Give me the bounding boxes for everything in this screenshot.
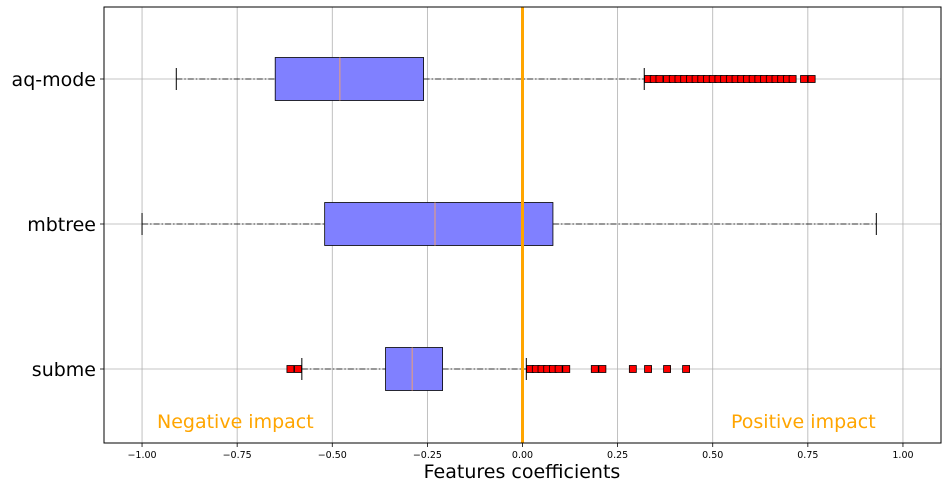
x-tick-label: 0.00 xyxy=(512,450,533,461)
outlier-point xyxy=(655,75,664,83)
plot-frame xyxy=(103,6,942,444)
outlier-point xyxy=(800,75,808,83)
outlier-point xyxy=(294,365,302,373)
category-label-aq-mode: aq-mode xyxy=(12,69,96,91)
boxplot-aq-mode xyxy=(175,57,816,101)
box-aq-mode xyxy=(274,57,424,101)
x-tick-label: 0.25 xyxy=(607,450,628,461)
x-tick-label: −0.25 xyxy=(413,450,442,461)
outlier-point xyxy=(590,365,599,373)
box-mbtree xyxy=(324,202,554,246)
positive-impact-label: Positive impact xyxy=(731,411,876,433)
outlier-point xyxy=(682,365,690,373)
outlier-point xyxy=(644,365,652,373)
outlier-point xyxy=(554,365,563,373)
x-tick-label: −0.50 xyxy=(318,450,347,461)
x-axis-title: Features coefficients xyxy=(424,461,621,483)
boxplot-subme xyxy=(286,347,690,391)
category-label-subme: subme xyxy=(32,359,96,381)
category-label-mbtree: mbtree xyxy=(27,214,96,236)
box-subme xyxy=(385,347,444,391)
negative-impact-label: Negative impact xyxy=(157,411,314,433)
boxplot-mbtree xyxy=(141,202,877,246)
outlier-point xyxy=(598,365,607,373)
y-axis-categories: aq-mode mbtree subme xyxy=(12,69,104,381)
x-tick-label: −0.75 xyxy=(223,450,252,461)
outlier-point xyxy=(286,365,295,373)
x-tick-label: 1.00 xyxy=(892,450,913,461)
x-axis: −1.00 −0.75 −0.50 −0.25 0.00 0.25 0.50 0.75 1.00 xyxy=(127,443,914,461)
x-tick-label: 0.75 xyxy=(797,450,818,461)
outlier-point xyxy=(788,75,797,83)
outlier-point xyxy=(628,365,637,373)
outlier-point xyxy=(663,365,671,373)
outlier-point xyxy=(562,365,571,373)
outlier-point xyxy=(807,75,816,83)
x-tick-label: 0.50 xyxy=(702,450,723,461)
plot-area xyxy=(141,57,877,391)
x-tick-label: −1.00 xyxy=(127,450,156,461)
